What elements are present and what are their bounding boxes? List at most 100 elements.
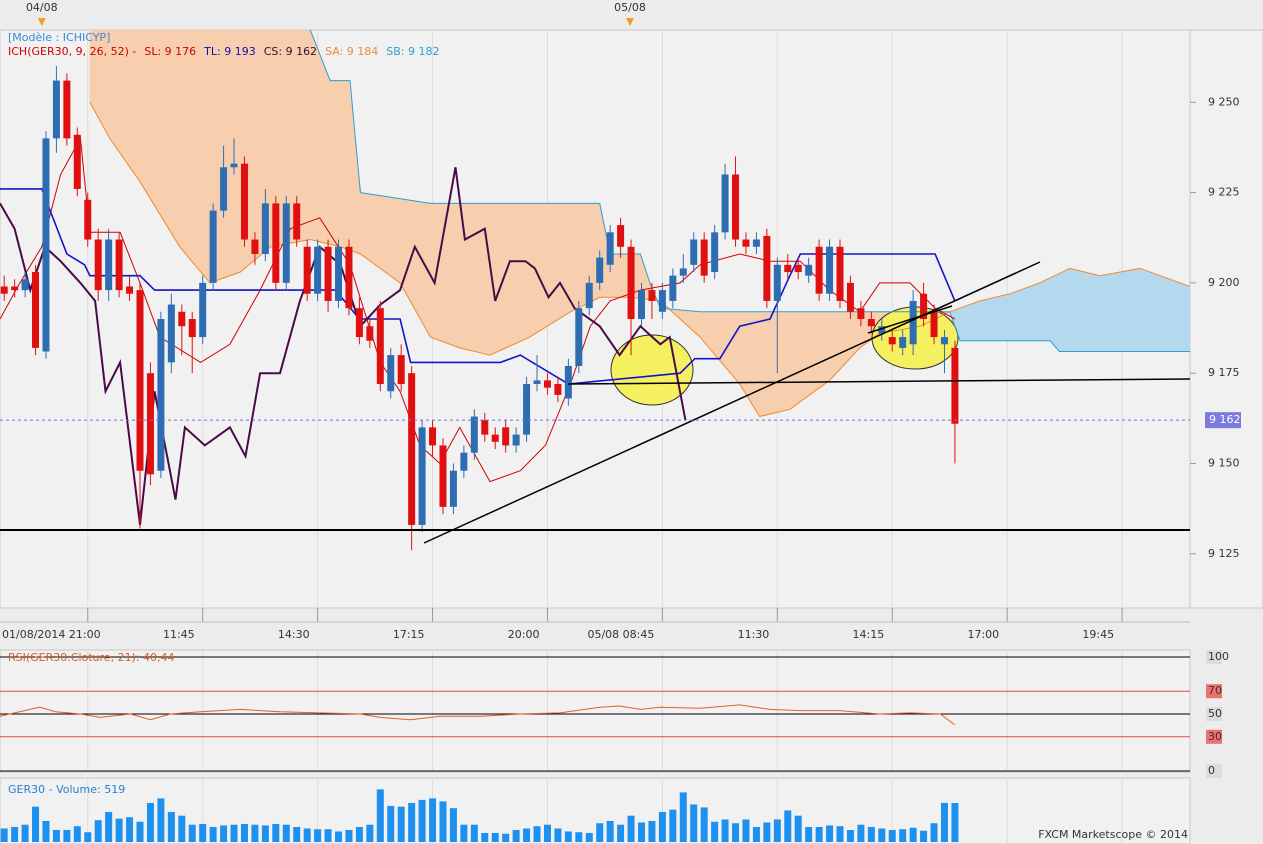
cloud-segment: [562, 203, 566, 318]
annotations: [0, 261, 1190, 544]
volume-bar: [220, 825, 228, 842]
cloud-segment: [392, 197, 396, 281]
cloud-segment: [256, 30, 260, 259]
cloud-segment: [794, 311, 798, 407]
cloud-segment: [499, 203, 503, 352]
cloud-segment: [363, 192, 368, 260]
volume-bar: [261, 825, 269, 842]
cloud-segment: [1173, 280, 1177, 352]
volume-bar: [575, 832, 583, 842]
cloud-segment: [476, 203, 480, 353]
volume-bar: [272, 823, 280, 842]
volume-bar: [606, 820, 614, 842]
candle-body: [721, 174, 729, 233]
cloud-segment: [322, 60, 326, 244]
cloud-segment: [596, 203, 600, 300]
cloud-segment: [1126, 269, 1130, 352]
cloud-segment: [1029, 284, 1034, 341]
cloud-segment: [823, 311, 827, 386]
cloud-segment: [1037, 281, 1041, 341]
volume-bar: [690, 804, 698, 842]
volume-bar: [846, 829, 854, 842]
cloud-segment: [400, 198, 404, 290]
cloud-segment: [175, 30, 179, 247]
volume-bar: [752, 826, 760, 842]
cloud-segment: [259, 30, 263, 257]
candle-body: [251, 239, 259, 254]
candle-body: [408, 373, 416, 525]
candle-body: [794, 264, 802, 273]
cloud-segment: [1160, 275, 1164, 352]
cloud-segment: [839, 311, 843, 371]
cloud-segment: [510, 203, 514, 347]
candle-body: [293, 203, 301, 240]
cloud-segment: [1063, 269, 1068, 352]
candle-body: [272, 203, 280, 283]
price-axis: [1189, 29, 1263, 609]
support-line: [567, 378, 1190, 385]
cloud-segment: [967, 304, 971, 341]
volume-bar: [637, 822, 645, 842]
cloud-segment: [397, 198, 401, 285]
cloud-segment: [692, 310, 697, 334]
cloud-segment: [797, 311, 801, 405]
candle-body: [345, 246, 353, 309]
cloud-segment: [290, 30, 294, 244]
candle-body: [606, 232, 614, 265]
cloud-segment: [497, 203, 501, 353]
cloud-segment: [337, 80, 341, 248]
volume-bar: [742, 819, 750, 842]
rsi-pane: [0, 649, 1191, 773]
cloud-segment: [826, 311, 830, 384]
cloud-segment: [470, 203, 475, 352]
volume-bar: [240, 823, 248, 842]
x-tick-label: 17:15: [393, 628, 425, 641]
volume-bar: [700, 807, 708, 842]
cloud-segment: [813, 311, 817, 393]
cloud-segment: [1050, 275, 1054, 346]
candle-body: [335, 246, 343, 301]
cloud-segment: [530, 203, 535, 337]
cloud-segment: [807, 311, 812, 397]
cloud-segment: [452, 203, 456, 347]
volume-bar: [397, 806, 405, 842]
cloud-segment: [389, 196, 394, 279]
cloud-segment: [162, 30, 166, 225]
cloud-segment: [1129, 269, 1133, 352]
volume-bar: [199, 823, 207, 842]
volume-bar: [815, 826, 823, 842]
x-tick-label: 20:00: [508, 628, 540, 641]
cloud-segment: [1061, 270, 1065, 352]
volume-bar: [345, 829, 353, 842]
cloud-segment: [335, 80, 339, 247]
volume-bar: [408, 802, 416, 842]
cloud-segment: [319, 53, 323, 243]
candle-body: [679, 268, 687, 276]
cloud-segment: [1097, 274, 1101, 352]
cloud-segment: [361, 192, 365, 258]
volume-bar: [763, 822, 771, 842]
candle-body: [209, 210, 217, 283]
candle-body: [84, 199, 92, 240]
cloud-segment: [376, 194, 381, 269]
candle-body: [909, 300, 917, 345]
cloud-segment: [144, 30, 148, 195]
x-tick-label: 17:00: [967, 628, 999, 641]
candle-body: [376, 308, 384, 385]
level-box: [1206, 684, 1222, 699]
x-tick-label: 19:45: [1082, 628, 1114, 641]
cloud-segment: [828, 311, 832, 382]
cloud-segment: [865, 311, 869, 345]
legend-item: SL: 9 176: [144, 45, 196, 58]
cloud-segment: [852, 311, 856, 357]
volume-bar: [32, 806, 40, 842]
cloud-segment: [384, 196, 388, 275]
volume-bar: [376, 789, 384, 842]
last-price-box: [1205, 412, 1241, 429]
volume-bar: [460, 824, 468, 842]
volume-bar: [470, 824, 478, 842]
indicator-line: [0, 188, 956, 385]
volume-bar: [335, 831, 343, 842]
volume-bar: [115, 818, 123, 842]
cloud-segment: [523, 203, 527, 341]
